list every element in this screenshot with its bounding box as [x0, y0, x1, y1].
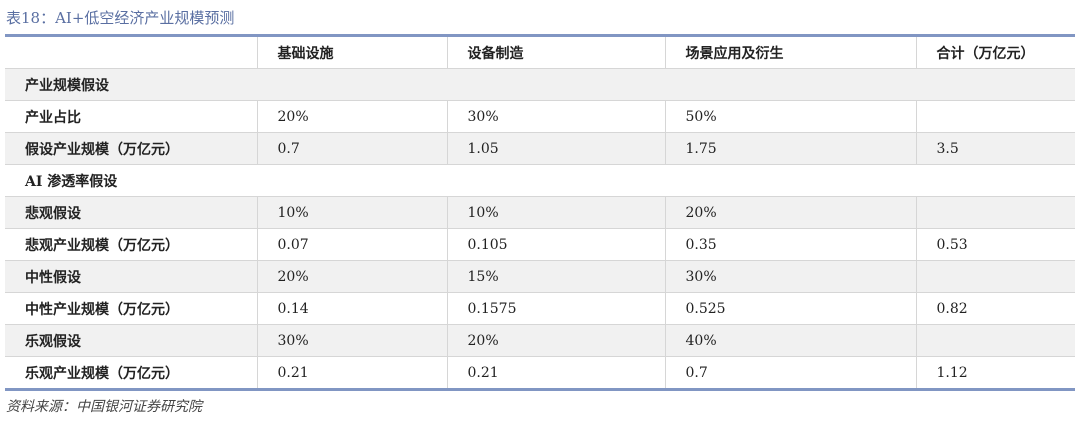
row-label: 中性假设	[5, 260, 257, 293]
table-cell: 0.7	[256, 132, 447, 165]
table-row: 产业占比 20% 30% 50%	[5, 100, 1075, 133]
row-label: 产业占比	[5, 100, 257, 133]
row-label: 乐观产业规模（万亿元）	[5, 356, 257, 388]
table-cell: 0.53	[915, 228, 1075, 261]
table-cell: 30%	[256, 324, 447, 357]
header-cell-total: 合计（万亿元）	[915, 37, 1075, 69]
table-cell: 20%	[446, 324, 665, 357]
forecast-table: 基础设施 设备制造 场景应用及衍生 合计（万亿元） 产业规模假设 产业占比 20…	[5, 37, 1075, 388]
table-cell: 15%	[446, 260, 665, 293]
table-cell: 20%	[256, 260, 447, 293]
row-label: 中性产业规模（万亿元）	[5, 292, 257, 325]
table-row: 悲观假设 10% 10% 20%	[5, 196, 1075, 229]
table-cell: 0.21	[256, 356, 447, 388]
row-label: 悲观假设	[5, 196, 257, 229]
table-cell: 30%	[664, 260, 916, 293]
table-cell: 10%	[256, 196, 447, 229]
table-row: 乐观产业规模（万亿元） 0.21 0.21 0.7 1.12	[5, 356, 1075, 388]
table-cell: 1.05	[446, 132, 665, 165]
section-label: 产业规模假设	[5, 68, 1075, 101]
table-cell	[915, 324, 1075, 357]
forecast-table-container: 基础设施 设备制造 场景应用及衍生 合计（万亿元） 产业规模假设 产业占比 20…	[5, 34, 1075, 391]
table-cell: 0.7	[664, 356, 916, 388]
source-note: 资料来源：中国银河证券研究院	[6, 399, 202, 415]
table-title: 表18：AI+低空经济产业规模预测	[6, 9, 235, 27]
table-cell: 0.1575	[446, 292, 665, 325]
table-cell: 0.35	[664, 228, 916, 261]
table-cell: 10%	[446, 196, 665, 229]
table-cell: 20%	[256, 100, 447, 133]
row-label: 假设产业规模（万亿元）	[5, 132, 257, 165]
table-cell: 0.525	[664, 292, 916, 325]
table-row: 乐观假设 30% 20% 40%	[5, 324, 1075, 357]
table-cell: 30%	[446, 100, 665, 133]
table-cell: 0.82	[915, 292, 1075, 325]
table-cell: 0.07	[256, 228, 447, 261]
table-row: 中性假设 20% 15% 30%	[5, 260, 1075, 293]
table-cell: 50%	[664, 100, 916, 133]
table-cell: 0.14	[256, 292, 447, 325]
table-cell: 1.12	[915, 356, 1075, 388]
table-header-row: 基础设施 设备制造 场景应用及衍生 合计（万亿元）	[5, 37, 1075, 69]
table-cell: 20%	[664, 196, 916, 229]
table-cell: 1.75	[664, 132, 916, 165]
section-label: AI 渗透率假设	[5, 164, 1075, 197]
table-cell: 0.21	[446, 356, 665, 388]
table-cell: 3.5	[915, 132, 1075, 165]
header-cell-infrastructure: 基础设施	[256, 37, 447, 69]
table-cell	[915, 196, 1075, 229]
header-cell-applications: 场景应用及衍生	[664, 37, 916, 69]
table-cell: 0.105	[446, 228, 665, 261]
table-cell	[915, 260, 1075, 293]
table-row: 中性产业规模（万亿元） 0.14 0.1575 0.525 0.82	[5, 292, 1075, 325]
section-row-ai-penetration: AI 渗透率假设	[5, 164, 1075, 197]
header-cell-equipment: 设备制造	[446, 37, 665, 69]
table-row: 假设产业规模（万亿元） 0.7 1.05 1.75 3.5	[5, 132, 1075, 165]
table-row: 悲观产业规模（万亿元） 0.07 0.105 0.35 0.53	[5, 228, 1075, 261]
table-cell	[915, 100, 1075, 133]
header-cell-blank	[5, 37, 257, 69]
row-label: 悲观产业规模（万亿元）	[5, 228, 257, 261]
table-cell: 40%	[664, 324, 916, 357]
section-row-scale-assumption: 产业规模假设	[5, 68, 1075, 101]
row-label: 乐观假设	[5, 324, 257, 357]
